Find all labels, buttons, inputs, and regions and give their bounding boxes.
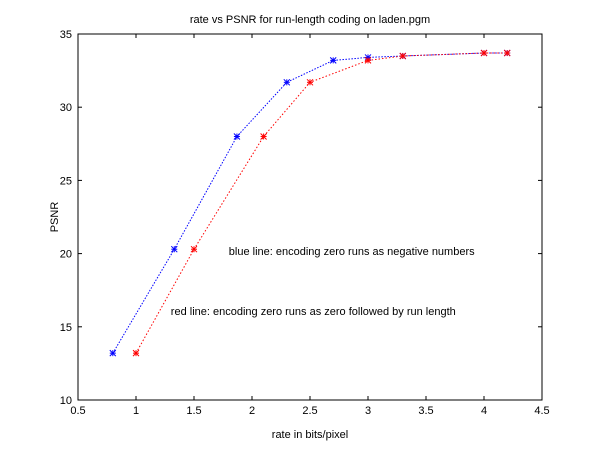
series-line	[112, 52, 508, 354]
plot-frame	[77, 33, 543, 401]
x-tick-label: 1.5	[186, 405, 201, 417]
y-axis-label: PSNR	[49, 202, 61, 233]
series-line	[135, 52, 508, 354]
data-point	[480, 49, 488, 57]
data-point	[260, 133, 267, 140]
data-point	[329, 56, 337, 64]
x-tick-label: 4.5	[534, 405, 549, 417]
y-tick-label: 20	[60, 249, 72, 261]
data-point	[109, 349, 117, 357]
x-tick-label: 3.5	[418, 405, 433, 417]
data-point	[132, 349, 140, 357]
x-tick-label: 2.5	[302, 405, 317, 417]
x-tick-label: 4	[481, 405, 487, 417]
annotation-red-line: red line: encoding zero runs as zero fol…	[171, 306, 456, 318]
x-axis-label: rate in bits/pixel	[272, 429, 348, 441]
data-point	[364, 56, 372, 64]
x-tick-label: 0.5	[70, 405, 85, 417]
data-point	[306, 78, 314, 86]
y-tick-label: 10	[60, 395, 72, 407]
x-axis-ticks: 0.5 1 1.5 2 2.5 3 3.5 4 4.5	[70, 34, 550, 417]
x-tick-label: 2	[249, 405, 255, 417]
data-point	[190, 245, 198, 253]
axes-box	[77, 33, 543, 401]
data-point	[233, 133, 241, 140]
x-tick-label: 3	[365, 405, 371, 417]
x-tick-label: 1	[133, 405, 139, 417]
y-tick-label: 30	[60, 102, 72, 114]
y-tick-label: 15	[60, 322, 72, 334]
annotation-blue-line: blue line: encoding zero runs as negativ…	[229, 246, 475, 258]
data-point	[399, 52, 407, 60]
y-tick-label: 25	[60, 175, 72, 187]
y-axis-ticks: 10 15 20 25 30 35	[60, 29, 542, 407]
y-tick-label: 35	[60, 29, 72, 41]
series-lines	[109, 49, 511, 357]
chart-title: rate vs PSNR for run-length coding on la…	[190, 14, 430, 26]
data-point	[283, 78, 291, 86]
data-point	[503, 49, 511, 57]
data-point	[170, 245, 178, 253]
